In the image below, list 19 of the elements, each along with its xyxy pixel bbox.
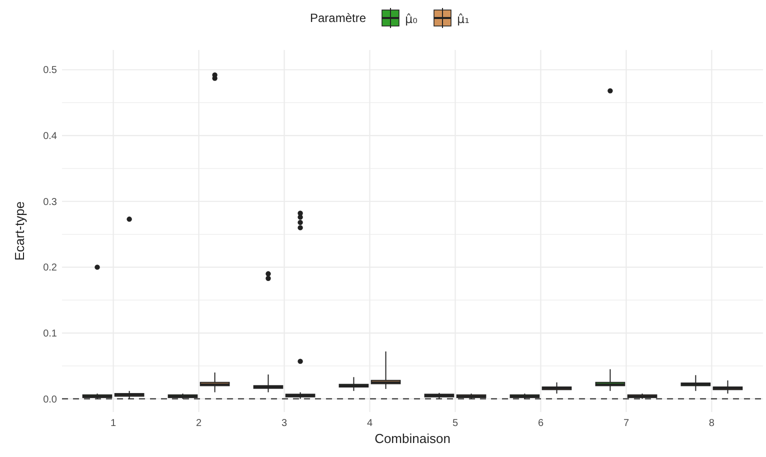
y-tick-label: 0.4 [43, 131, 58, 142]
x-tick-label: 2 [196, 418, 202, 429]
legend-title: Paramètre [310, 11, 366, 25]
y-tick-label: 0.5 [43, 65, 58, 76]
x-tick-label: 7 [623, 418, 630, 429]
x-tick-label: 4 [366, 418, 373, 429]
y-tick-label: 0.0 [43, 394, 58, 406]
legend-label: μ̂₁ [457, 12, 470, 26]
y-tick-label: 0.1 [43, 328, 58, 340]
legend-label: μ̂₀ [405, 12, 418, 26]
x-tick-label: 5 [452, 418, 458, 429]
y-axis-title: Ecart-type [12, 201, 27, 261]
x-axis-title: Combinaison [374, 431, 450, 446]
x-tick-label: 8 [708, 418, 715, 429]
x-tick-label: 6 [538, 418, 544, 429]
x-tick-label: 1 [110, 418, 117, 429]
y-tick-label: 0.3 [43, 196, 58, 208]
y-tick-label: 0.2 [43, 262, 58, 274]
x-tick-label: 3 [281, 418, 288, 429]
